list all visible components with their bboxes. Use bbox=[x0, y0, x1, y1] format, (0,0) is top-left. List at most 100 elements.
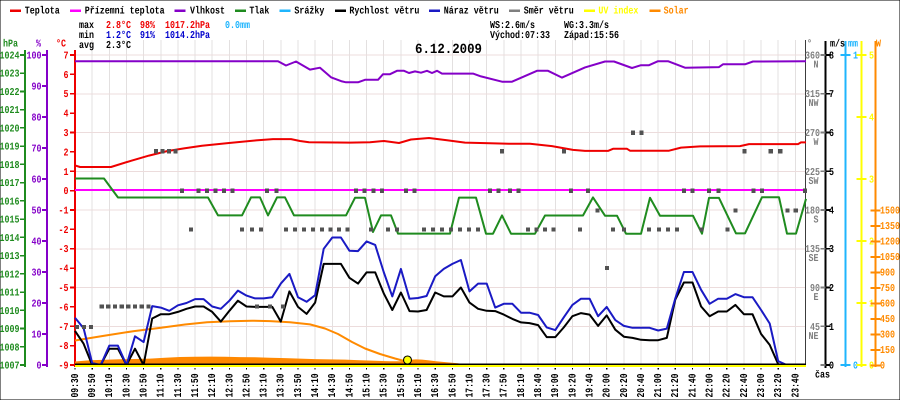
svg-text:NE: NE bbox=[809, 331, 819, 343]
svg-text:90: 90 bbox=[32, 82, 42, 94]
svg-text:4: 4 bbox=[869, 113, 874, 125]
svg-text:1.2°C: 1.2°C bbox=[106, 30, 132, 42]
svg-text:180: 180 bbox=[805, 206, 820, 218]
svg-text:23:00: 23:00 bbox=[756, 374, 768, 398]
svg-text:3: 3 bbox=[829, 244, 834, 256]
svg-text:-2: -2 bbox=[59, 225, 69, 237]
svg-text:6: 6 bbox=[829, 128, 834, 140]
svg-text:315: 315 bbox=[805, 89, 820, 101]
svg-text:Tlak: Tlak bbox=[249, 6, 269, 18]
svg-text:avg: avg bbox=[79, 40, 94, 52]
svg-text:WG:3.3m/s: WG:3.3m/s bbox=[564, 20, 609, 32]
svg-text:450: 450 bbox=[880, 314, 895, 326]
svg-text:1022: 1022 bbox=[0, 87, 20, 99]
svg-text:4: 4 bbox=[64, 109, 69, 121]
svg-text:N: N bbox=[814, 60, 819, 72]
svg-text:1017: 1017 bbox=[0, 178, 20, 190]
svg-text:1350: 1350 bbox=[880, 221, 900, 233]
svg-text:Náraz větru: Náraz větru bbox=[444, 6, 499, 18]
svg-text:2: 2 bbox=[829, 283, 834, 295]
svg-text:09:30: 09:30 bbox=[70, 374, 82, 398]
svg-text:-9: -9 bbox=[59, 361, 69, 373]
svg-text:min: min bbox=[79, 30, 94, 42]
svg-text:W: W bbox=[876, 39, 882, 51]
svg-text:70: 70 bbox=[32, 144, 42, 156]
svg-text:11:30: 11:30 bbox=[173, 374, 185, 398]
svg-text:19:00: 19:00 bbox=[550, 374, 562, 398]
svg-text:Vlhkost: Vlhkost bbox=[190, 6, 225, 18]
svg-text:1019: 1019 bbox=[0, 142, 20, 154]
svg-text:0: 0 bbox=[880, 361, 885, 373]
svg-text:91%: 91% bbox=[140, 30, 156, 42]
svg-text:1200: 1200 bbox=[880, 237, 900, 249]
svg-text:360: 360 bbox=[805, 51, 820, 63]
svg-text:270: 270 bbox=[805, 128, 820, 140]
svg-text:-7: -7 bbox=[59, 322, 69, 334]
svg-text:0: 0 bbox=[869, 361, 874, 373]
svg-text:0.0mm: 0.0mm bbox=[225, 20, 250, 32]
svg-text:°C: °C bbox=[56, 39, 67, 51]
svg-text:20:40: 20:40 bbox=[636, 374, 648, 398]
svg-text:Západ:15:56: Západ:15:56 bbox=[564, 30, 619, 42]
svg-text:98%: 98% bbox=[140, 20, 156, 32]
svg-text:%: % bbox=[36, 39, 42, 51]
svg-text:S: S bbox=[814, 215, 819, 227]
svg-text:°: ° bbox=[807, 39, 812, 51]
svg-text:12:10: 12:10 bbox=[207, 374, 219, 398]
svg-text:45: 45 bbox=[810, 322, 820, 334]
svg-text:-6: -6 bbox=[59, 302, 69, 314]
svg-text:1050: 1050 bbox=[880, 252, 900, 264]
svg-text:2: 2 bbox=[869, 237, 874, 249]
svg-text:7: 7 bbox=[64, 51, 69, 63]
svg-text:22:20: 22:20 bbox=[722, 374, 734, 398]
svg-text:-5: -5 bbox=[59, 283, 69, 295]
svg-text:UV index: UV index bbox=[598, 6, 639, 18]
svg-text:SW: SW bbox=[809, 176, 820, 188]
svg-text:1: 1 bbox=[829, 322, 834, 334]
svg-text:21:40: 21:40 bbox=[687, 374, 699, 398]
svg-text:600: 600 bbox=[880, 299, 895, 311]
svg-text:1007: 1007 bbox=[0, 361, 20, 373]
svg-text:300: 300 bbox=[880, 330, 895, 342]
svg-text:18:40: 18:40 bbox=[533, 374, 545, 398]
svg-text:0: 0 bbox=[829, 361, 834, 373]
svg-text:17:50: 17:50 bbox=[499, 374, 511, 398]
svg-text:1021: 1021 bbox=[0, 105, 20, 117]
svg-text:max: max bbox=[79, 20, 95, 32]
svg-text:225: 225 bbox=[805, 167, 820, 179]
svg-text:6.12.2009: 6.12.2009 bbox=[415, 42, 482, 58]
svg-text:30: 30 bbox=[32, 268, 42, 280]
svg-text:E: E bbox=[814, 292, 819, 304]
svg-text:Srážky: Srážky bbox=[294, 6, 325, 18]
svg-text:50: 50 bbox=[32, 206, 42, 218]
svg-text:5: 5 bbox=[869, 51, 874, 63]
svg-text:10: 10 bbox=[32, 330, 42, 342]
svg-text:1013: 1013 bbox=[0, 251, 20, 263]
svg-text:Teplota: Teplota bbox=[25, 6, 61, 18]
svg-text:1010: 1010 bbox=[0, 306, 20, 318]
svg-text:1024: 1024 bbox=[0, 51, 20, 63]
svg-text:10:50: 10:50 bbox=[139, 374, 151, 398]
svg-text:15:30: 15:30 bbox=[379, 374, 391, 398]
svg-text:1014: 1014 bbox=[0, 233, 20, 245]
svg-text:hPa: hPa bbox=[3, 39, 19, 51]
svg-text:1018: 1018 bbox=[0, 160, 20, 172]
svg-text:11:10: 11:10 bbox=[156, 374, 168, 398]
svg-text:0: 0 bbox=[64, 186, 69, 198]
svg-text:14:50: 14:50 bbox=[344, 374, 356, 398]
svg-text:1016: 1016 bbox=[0, 196, 20, 208]
svg-text:1023: 1023 bbox=[0, 69, 20, 81]
svg-text:90: 90 bbox=[810, 283, 820, 295]
svg-text:SE: SE bbox=[809, 253, 819, 265]
svg-text:1015: 1015 bbox=[0, 215, 20, 227]
svg-text:13:50: 13:50 bbox=[293, 374, 305, 398]
svg-text:1: 1 bbox=[853, 51, 858, 63]
svg-text:1: 1 bbox=[869, 299, 874, 311]
svg-text:-1: -1 bbox=[59, 206, 69, 218]
svg-text:Solar: Solar bbox=[664, 6, 689, 18]
svg-text:1014.2hPa: 1014.2hPa bbox=[165, 30, 211, 42]
svg-text:60: 60 bbox=[32, 175, 42, 187]
svg-text:100: 100 bbox=[27, 51, 42, 63]
svg-text:4: 4 bbox=[829, 206, 834, 218]
svg-text:-4: -4 bbox=[59, 264, 69, 276]
